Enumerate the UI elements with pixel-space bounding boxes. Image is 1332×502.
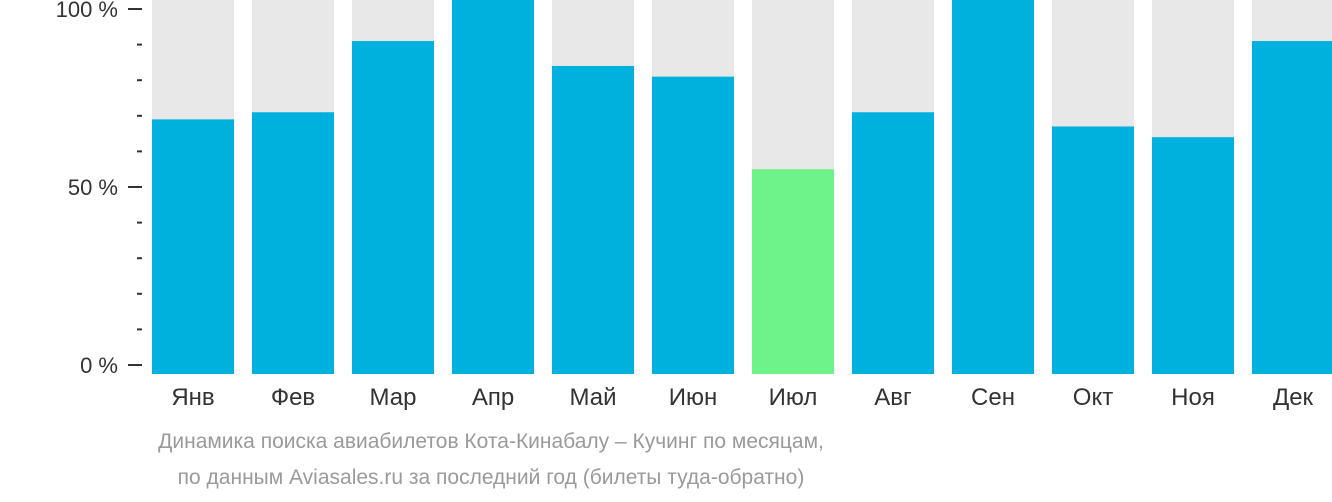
y-tick-label: 50 % — [68, 175, 118, 200]
x-axis: Янв Фев Мар Апр Май Июн Июл Авг Сен Окт Ноя Дек — [171, 384, 1313, 411]
x-tick-label: Авг — [874, 384, 912, 411]
bar-10 — [1052, 126, 1134, 374]
bar-9 — [952, 0, 1034, 374]
bar-11 — [1152, 137, 1234, 374]
y-tick-label: 0 % — [80, 353, 118, 378]
chart-caption-line-2: по данным Aviasales.ru за последний год … — [177, 466, 805, 489]
x-tick-label: Янв — [171, 384, 214, 411]
bar-2 — [252, 112, 334, 375]
x-tick-label: Ноя — [1171, 384, 1215, 411]
x-tick-label: Апр — [472, 384, 514, 411]
bar-3 — [352, 41, 434, 374]
y-tick-label: 100 % — [56, 0, 118, 22]
bar-8 — [852, 112, 934, 375]
bar-12 — [1252, 41, 1332, 374]
bar-4 — [452, 0, 534, 374]
y-axis: 0 % 50 % 100 % — [56, 0, 142, 378]
bar-5 — [552, 65, 634, 375]
x-tick-label: Май — [569, 384, 616, 411]
x-tick-label: Дек — [1273, 384, 1314, 411]
x-tick-label: Сен — [971, 384, 1015, 411]
data-bars — [152, 0, 1332, 375]
x-tick-label: Июл — [769, 384, 818, 411]
chart-caption-line-1: Динамика поиска авиабилетов Кота-Кинабал… — [158, 430, 824, 453]
bar-chart: 0 % 50 % 100 % Янв Фев Мар Апр Май Июн Июл Авг Сен… — [56, 0, 1332, 411]
bar-7 — [752, 169, 834, 374]
x-tick-label: Мар — [370, 384, 417, 411]
x-tick-label: Окт — [1073, 384, 1113, 411]
x-tick-label: Июн — [669, 384, 718, 411]
bar-6 — [652, 76, 734, 374]
bar-1 — [152, 119, 234, 374]
x-tick-label: Фев — [271, 384, 315, 411]
